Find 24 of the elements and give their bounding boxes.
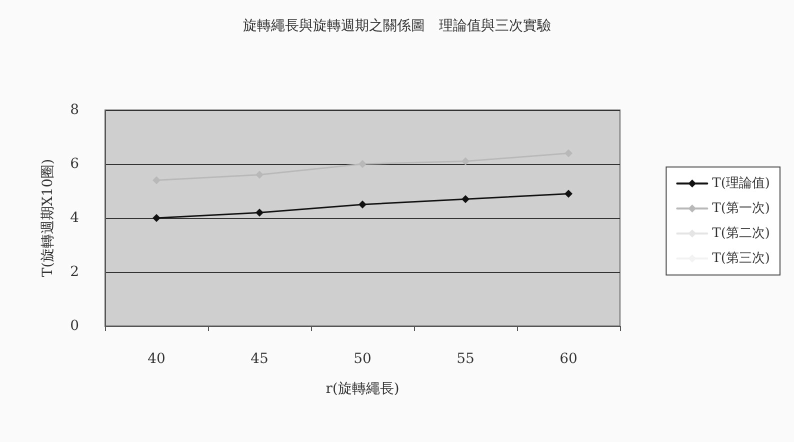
y-tick-label: 0 [70, 318, 79, 334]
y-tick-label: 4 [70, 210, 80, 226]
x-tick-label: 55 [456, 351, 474, 367]
legend-label: T(第三次) [712, 251, 770, 266]
x-tick-label: 45 [250, 351, 268, 367]
y-tick-label: 8 [70, 102, 79, 118]
y-axis-title: T(旋轉週期X10圈) [40, 158, 56, 278]
chart-title: 旋轉繩長與旋轉週期之關係圖 理論值與三次實驗 [243, 18, 551, 34]
x-tick-label: 50 [354, 351, 372, 367]
x-axis-title: r(旋轉繩長) [326, 381, 400, 397]
point [358, 200, 366, 208]
x-tick-label: 60 [560, 351, 578, 367]
point [564, 190, 572, 198]
point [462, 157, 470, 166]
legend-label: T(第二次) [712, 226, 770, 241]
y-tick-label: 6 [70, 156, 80, 172]
y-tick-label: 2 [70, 264, 79, 280]
x-tick-label: 40 [148, 351, 166, 367]
point [462, 195, 470, 204]
legend-label: T(第一次) [712, 201, 770, 216]
point [256, 208, 264, 217]
legend-label: T(理論值) [712, 176, 770, 191]
point [152, 214, 160, 222]
point [358, 160, 366, 168]
